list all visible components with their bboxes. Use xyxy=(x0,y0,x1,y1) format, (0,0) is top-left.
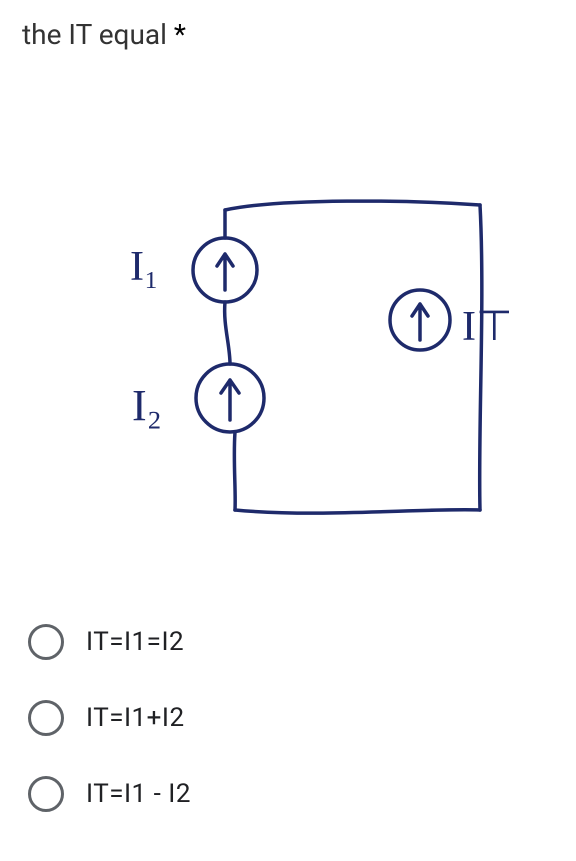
source-i1-arrow xyxy=(217,254,233,290)
option-2[interactable]: IT=I1+I2 xyxy=(28,700,191,736)
option-1[interactable]: IT=I1=I2 xyxy=(28,624,191,660)
required-asterisk: * xyxy=(174,18,186,51)
source-i2-arrow xyxy=(221,380,239,420)
wire-bottom xyxy=(235,510,480,513)
radio-icon[interactable] xyxy=(28,624,64,660)
wire-i1-i2 xyxy=(225,302,230,364)
question-text: the IT equal xyxy=(22,18,167,51)
source-it-arrow xyxy=(412,304,428,340)
wire-i2-bottom xyxy=(234,432,235,510)
options-group: IT=I1=I2 IT=I1+I2 IT=I1 - I2 xyxy=(28,624,191,812)
radio-icon[interactable] xyxy=(28,700,64,736)
wire-right xyxy=(480,205,482,510)
circuit-svg: I₁ I₂ I⊤ xyxy=(60,150,540,570)
option-3-label: IT=I1 - I2 xyxy=(86,779,191,809)
wire-top xyxy=(225,201,480,210)
option-3[interactable]: IT=I1 - I2 xyxy=(28,776,191,812)
label-i1: I₁ xyxy=(130,244,159,290)
option-2-label: IT=I1+I2 xyxy=(86,703,185,733)
question-title: the IT equal * xyxy=(22,18,186,51)
label-i2: I₂ xyxy=(132,381,162,430)
label-it: I⊤ xyxy=(462,304,513,350)
circuit-diagram: I₁ I₂ I⊤ xyxy=(60,150,540,570)
radio-icon[interactable] xyxy=(28,776,64,812)
option-1-label: IT=I1=I2 xyxy=(86,627,184,657)
